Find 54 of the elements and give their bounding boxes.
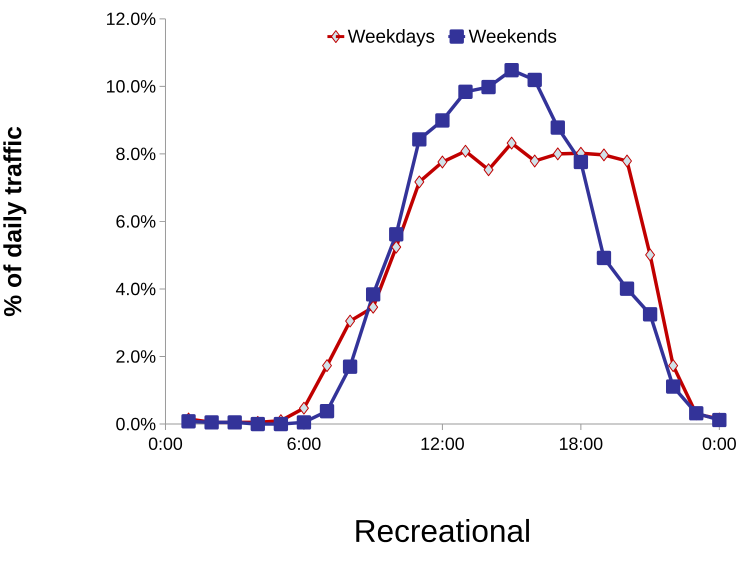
point xyxy=(435,113,450,128)
point xyxy=(666,380,680,394)
legend-label: Weekdays xyxy=(348,29,434,47)
point xyxy=(204,415,219,430)
y-tick-label: 2.0% xyxy=(116,350,156,363)
point xyxy=(414,176,424,188)
point xyxy=(460,144,470,158)
y-axis-title: % of daily traffic xyxy=(3,127,26,316)
point xyxy=(550,120,565,135)
point xyxy=(552,148,563,160)
y-tick-label: 8.0% xyxy=(116,148,156,160)
point xyxy=(391,240,402,254)
point xyxy=(322,359,332,372)
point xyxy=(437,156,448,169)
point xyxy=(484,163,494,176)
point xyxy=(642,307,658,322)
x-tick-label: 0:00 xyxy=(148,438,182,450)
y-tick-label: 6.0% xyxy=(116,215,156,228)
point xyxy=(368,300,378,314)
point xyxy=(528,72,542,88)
point xyxy=(530,154,540,168)
x-axis-title: Recreational xyxy=(356,519,529,542)
point xyxy=(481,80,496,94)
point xyxy=(298,402,309,415)
point xyxy=(345,314,356,328)
point xyxy=(506,136,517,150)
point xyxy=(712,412,727,428)
point xyxy=(366,287,380,302)
point xyxy=(645,248,656,262)
point xyxy=(458,84,473,100)
point xyxy=(296,415,312,430)
x-tick-label: 6:00 xyxy=(288,438,321,450)
point xyxy=(622,154,632,168)
y-tick-label: 0.0% xyxy=(116,418,156,430)
x-tick-label: 18:00 xyxy=(560,438,602,450)
point xyxy=(274,417,288,432)
legend-label: Weekends xyxy=(468,29,556,43)
point xyxy=(181,414,196,429)
point xyxy=(504,63,519,78)
point xyxy=(412,132,427,147)
y-tick-label: 4.0% xyxy=(116,282,156,296)
y-tick-label: 12.0% xyxy=(107,12,156,26)
x-tick-label: 0:00 xyxy=(702,438,736,450)
point xyxy=(342,360,358,374)
y-tick-label: 10.0% xyxy=(107,80,156,93)
point xyxy=(668,359,678,372)
point xyxy=(598,148,609,162)
point xyxy=(250,417,265,432)
x-tick-label: 12:00 xyxy=(422,438,464,450)
point xyxy=(389,227,404,242)
point xyxy=(596,250,612,266)
point xyxy=(620,282,634,296)
point xyxy=(320,404,334,419)
point xyxy=(574,154,588,170)
